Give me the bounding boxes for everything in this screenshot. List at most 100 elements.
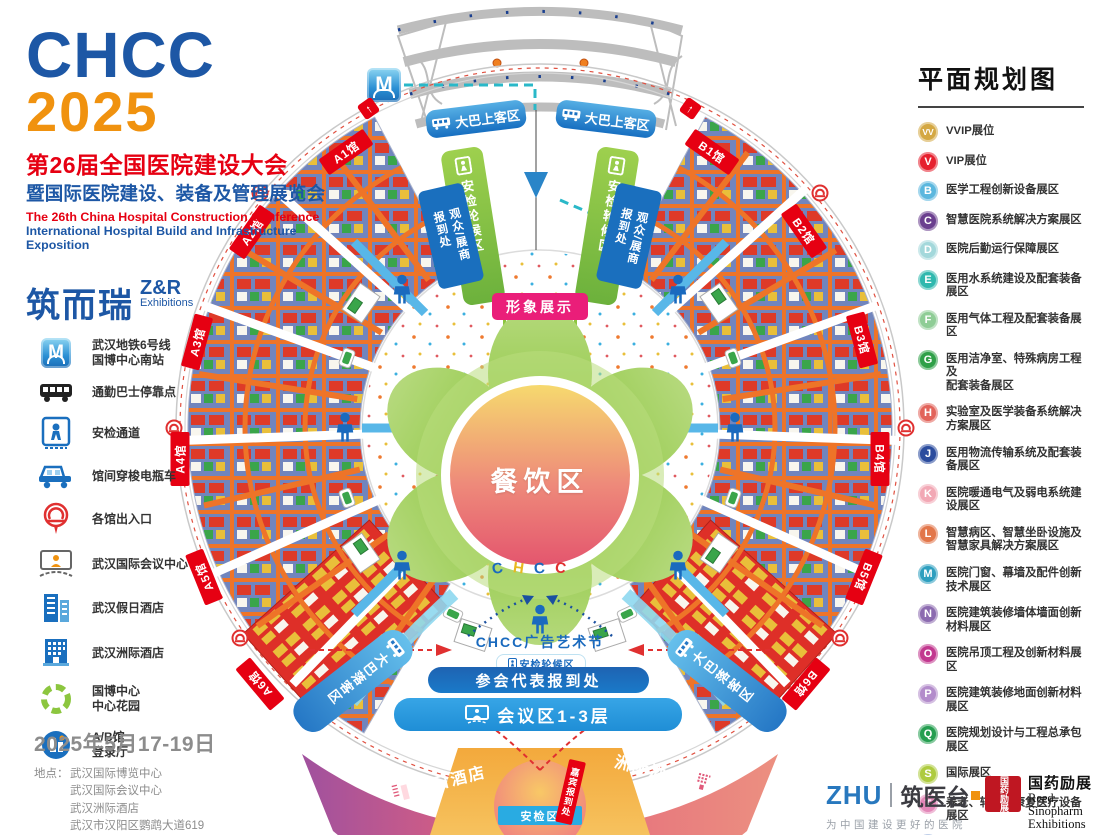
bus-icon: [675, 637, 694, 657]
zhu-logo: ZHU 筑医台 为中国建设更好的医院: [826, 778, 981, 832]
security-wait-right-banner: 安检轮候区: [574, 145, 640, 307]
zone-legend-title: 平面规划图: [918, 66, 1059, 94]
organizer-en: Z&R: [140, 277, 182, 300]
lobby-icon: [34, 729, 78, 761]
map-key-item-lobby: A/B馆 登录厅: [34, 729, 244, 761]
map-key-label: 安检通道: [92, 425, 141, 440]
zone-legend-item-l: L 智慧病区、智慧坐卧设施及 智慧家具解决方案展区: [918, 523, 1090, 555]
zone-label: 智慧病区、智慧坐卧设施及 智慧家具解决方案展区: [946, 526, 1082, 553]
map-key-item-bus: 通勤巴士停靠点: [34, 381, 244, 403]
conference-zone-banner: 会议区1-3层: [394, 698, 682, 731]
zone-legend-item-p: P 医院建筑装修地面创新材料展区: [918, 683, 1090, 715]
zone-label: VVIP展位: [946, 125, 995, 137]
map-key-item-security: 安检通道: [34, 416, 244, 450]
zone-legend-rule: [918, 106, 1084, 108]
conference-center-icon: [34, 549, 78, 579]
hotel-arc: [302, 754, 778, 835]
title-cn-line2: 暨国际医院建设、装备及管理展览会: [26, 183, 326, 205]
map-key-label: 各馆出入口: [92, 511, 153, 526]
central-flower: [387, 305, 693, 645]
ad-art-festival-label: CHCC广告艺术节: [475, 634, 605, 650]
dining-circle: [450, 385, 630, 565]
zone-legend-item-q: Q 医院规划设计与工程总承包展区: [918, 723, 1090, 755]
image-display-banner: 形象展示: [492, 293, 588, 320]
bus-icon: [431, 116, 451, 130]
map-key: M 武汉地铁6号线 国博中心南站 通勤巴士停靠点 安检通道 馆间穿梭电瓶车: [34, 338, 244, 774]
arrowhead-left: [628, 644, 644, 656]
zone-label: 智慧医院系统解决方案展区: [946, 213, 1082, 226]
zone-label: 医学工程创新设备展区: [946, 184, 1059, 196]
zone-legend-item-y: Y供应链展区: [918, 833, 1090, 835]
zone-legend-item-vip: V VIP展位: [918, 151, 1090, 172]
zone-label: 医院建筑装修墙体墙面创新 材料展区: [946, 606, 1082, 633]
zone-label: 医院建筑装修地面创新材料展区: [946, 686, 1082, 713]
hall-tag-b4: B4馆: [870, 432, 890, 486]
zone-legend-item-c: C 智慧医院系统解决方案展区: [918, 210, 1090, 231]
map-key-item-entrance: 各馆出入口: [34, 502, 244, 536]
intercontinental-icon: [34, 637, 78, 669]
location-lines: 武汉国际博览中心 武汉国际会议中心 武汉洲际酒店 武汉市汉阳区鹦鹉大道619: [70, 768, 205, 832]
security-wait-left-banner: 安检轮候区: [440, 145, 506, 307]
delegate-registration-banner: 参会代表报到处: [428, 667, 649, 693]
organizer-logo: 筑而瑞 Z&R Exhibitions: [26, 278, 326, 327]
map-key-item-cart: 馆间穿梭电瓶车: [34, 463, 244, 489]
garden-icon: [34, 682, 78, 716]
metro-station-icon: M: [367, 68, 401, 102]
hotel-building-icon: [693, 770, 713, 792]
arrowhead-right: [436, 644, 452, 656]
logo-year: 2025: [26, 79, 159, 143]
bus-dropoff-right-banner: 大巴落客区: [660, 623, 794, 739]
logo-chcc: CHCC: [26, 19, 215, 91]
reed-en-sub: Exhibitions: [1028, 817, 1086, 831]
zone-label: 国际展区: [946, 767, 992, 780]
festival-dotted-arcs: [467, 597, 613, 637]
zone-legend-item-k: K 医院暖通电气及弱电系统建设展区: [918, 483, 1090, 515]
location-label: 地点：: [34, 768, 69, 780]
zone-letter-badge: K: [918, 483, 938, 504]
zone-letter-badge: N: [918, 603, 938, 624]
zone-label: 医院吊顶工程及创新材料展区: [946, 646, 1082, 673]
intercontinental-label: 洲际酒店: [613, 748, 717, 796]
zone-legend-item-b: B 医学工程创新设备展区: [918, 181, 1090, 201]
title-en-line2: International Hospital Build and Infrast…: [26, 224, 297, 253]
metro-icon: M: [34, 338, 78, 368]
zone-letter-badge: S: [918, 764, 938, 785]
zone-label: 医用物流传输系统及配套装备展区: [946, 446, 1082, 473]
zone-letter-badge: G: [918, 349, 938, 370]
zhu-wordmark: ZHU: [826, 779, 883, 810]
map-key-label: 武汉地铁6号线 国博中心南站: [92, 338, 171, 367]
security-gate-icon: [454, 156, 473, 176]
zone-letter-badge: P: [918, 683, 938, 704]
zone-legend-item-n: N 医院建筑装修墙体墙面创新 材料展区: [918, 603, 1090, 635]
bus-boarding-left-banner: 大巴上客区: [424, 99, 528, 139]
zone-letter-badge: O: [918, 643, 938, 664]
map-key-label: 通勤巴士停靠点: [92, 384, 177, 399]
commuter-bus-icon: [34, 381, 78, 403]
map-key-label: 武汉洲际酒店: [92, 645, 165, 660]
reed-cn-name: 国药励展: [1028, 775, 1093, 792]
map-key-item-conference: 武汉国际会议中心: [34, 549, 244, 579]
zone-label: 医院暖通电气及弱电系统建设展区: [946, 486, 1082, 513]
zone-letter-badge: T: [918, 793, 938, 814]
zhu-accent-square: [971, 790, 981, 800]
zone-label: 医院后勤运行保障展区: [946, 243, 1059, 255]
map-key-label: 国博中心 中心花园: [92, 684, 141, 713]
holiday-inn-label: 假日酒店: [387, 758, 489, 805]
hotel-building-icon: [389, 782, 410, 803]
zone-legend-item-j: J 医用物流传输系统及配套装备展区: [918, 443, 1090, 475]
zone-legend-item-d: D 医院后勤运行保障展区: [918, 240, 1090, 260]
zone-legend-item-g: G 医用洁净室、特殊病房工程及 配套装备展区: [918, 349, 1090, 394]
map-key-item-intercontinental: 武汉洲际酒店: [34, 637, 244, 669]
conference-screen-icon: [465, 704, 490, 724]
zone-legend-item-vvip: VV VVIP展位: [918, 122, 1090, 142]
zone-label: 医用气体工程及配套装备展区: [946, 312, 1082, 339]
map-key-label: 武汉国际会议中心: [92, 556, 189, 571]
security-gate-icon: [607, 156, 626, 176]
zone-letter-badge: V: [918, 151, 938, 172]
reed-seal-icon: 国药励展: [985, 776, 1021, 812]
bus-icon: [386, 637, 405, 657]
bus-icon: [562, 108, 581, 121]
zone-legend-item-s: S 国际展区: [918, 764, 1090, 785]
